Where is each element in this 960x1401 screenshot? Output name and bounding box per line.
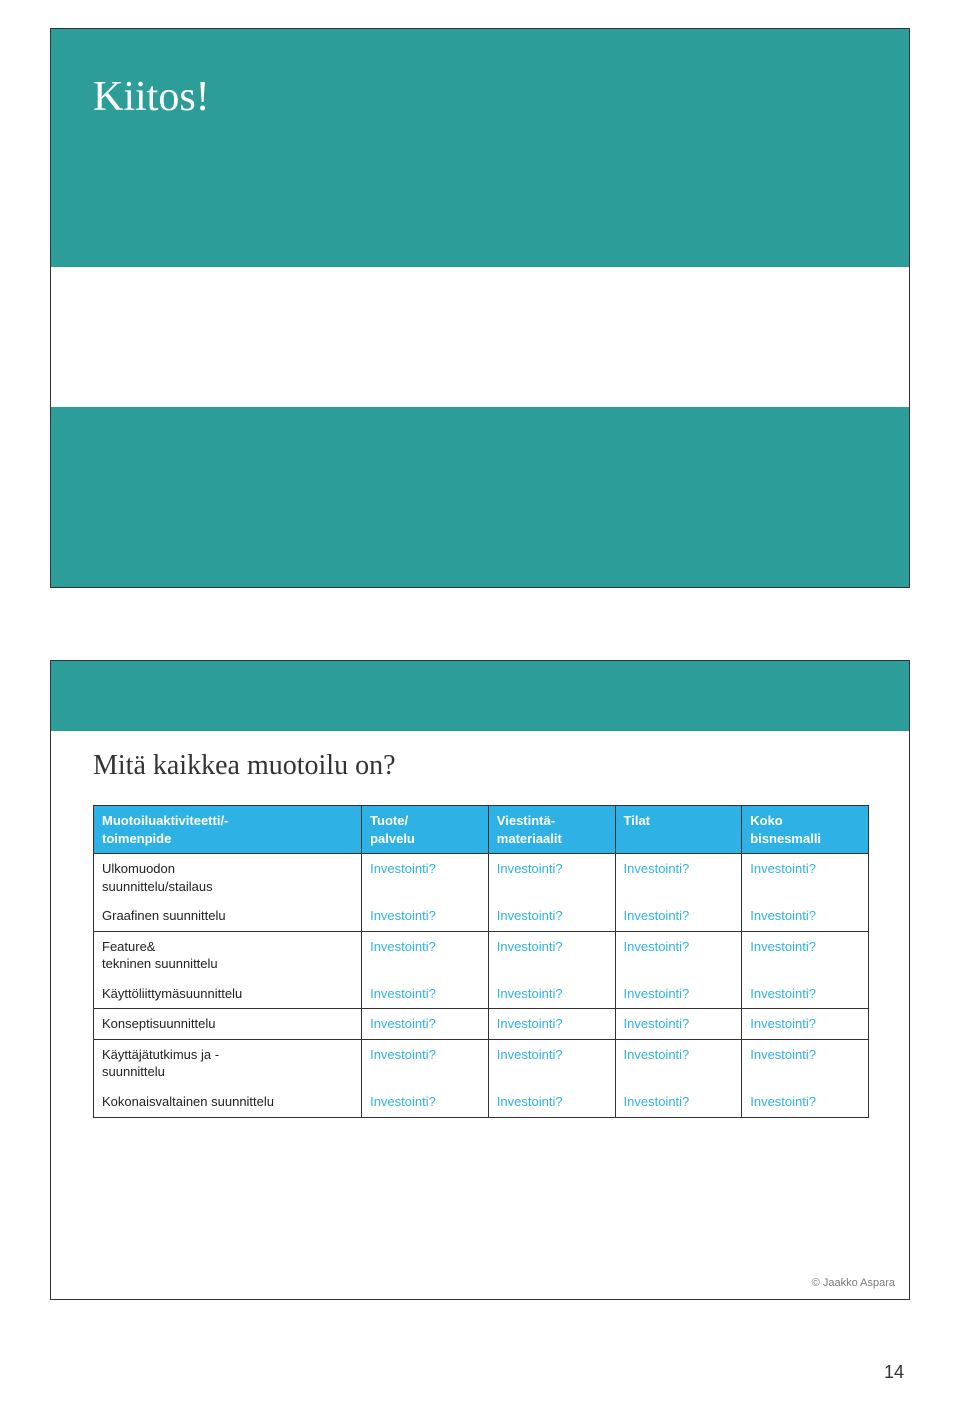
column-header: Viestintä-materiaalit — [488, 806, 615, 854]
white-band — [51, 267, 909, 407]
table-row: KäyttöliittymäsuunnitteluInvestointi?Inv… — [94, 979, 869, 1009]
investment-cell: Investointi? — [615, 901, 742, 931]
table-body: Ulkomuodonsuunnittelu/stailausInvestoint… — [94, 854, 869, 1117]
header-row: Muotoiluaktiviteetti/-toimenpideTuote/pa… — [94, 806, 869, 854]
slide-matrix: Mitä kaikkea muotoilu on? Muotoiluaktivi… — [50, 660, 910, 1300]
investment-cell: Investointi? — [742, 1009, 869, 1040]
table-row: Feature&tekninen suunnitteluInvestointi?… — [94, 931, 869, 979]
investment-cell: Investointi? — [742, 901, 869, 931]
row-label: Käyttäjätutkimus ja -suunnittelu — [94, 1039, 362, 1087]
investment-cell: Investointi? — [615, 979, 742, 1009]
investment-cell: Investointi? — [488, 1087, 615, 1117]
column-header: Tilat — [615, 806, 742, 854]
investment-cell: Investointi? — [742, 931, 869, 979]
investment-cell: Investointi? — [362, 931, 489, 979]
row-label: Konseptisuunnittelu — [94, 1009, 362, 1040]
investment-cell: Investointi? — [615, 1039, 742, 1087]
investment-cell: Investointi? — [615, 1009, 742, 1040]
table-wrap: Muotoiluaktiviteetti/-toimenpideTuote/pa… — [93, 805, 869, 1118]
slide-title: Kiitos! — [93, 73, 210, 121]
investment-cell: Investointi? — [362, 1039, 489, 1087]
table-row: KonseptisuunnitteluInvestointi?Investoin… — [94, 1009, 869, 1040]
slide-subtitle: Mitä kaikkea muotoilu on? — [93, 750, 396, 782]
investment-cell: Investointi? — [488, 979, 615, 1009]
table-row: Graafinen suunnitteluInvestointi?Investo… — [94, 901, 869, 931]
table-row: Ulkomuodonsuunnittelu/stailausInvestoint… — [94, 854, 869, 902]
column-header: Tuote/palvelu — [362, 806, 489, 854]
investment-cell: Investointi? — [742, 1087, 869, 1117]
design-investment-table: Muotoiluaktiviteetti/-toimenpideTuote/pa… — [93, 805, 869, 1118]
investment-cell: Investointi? — [742, 979, 869, 1009]
investment-cell: Investointi? — [615, 1087, 742, 1117]
investment-cell: Investointi? — [362, 901, 489, 931]
investment-cell: Investointi? — [488, 931, 615, 979]
row-label: Kokonaisvaltainen suunnittelu — [94, 1087, 362, 1117]
row-label: Ulkomuodonsuunnittelu/stailaus — [94, 854, 362, 902]
investment-cell: Investointi? — [362, 979, 489, 1009]
investment-cell: Investointi? — [362, 1009, 489, 1040]
column-header: Muotoiluaktiviteetti/-toimenpide — [94, 806, 362, 854]
investment-cell: Investointi? — [742, 854, 869, 902]
investment-cell: Investointi? — [362, 1087, 489, 1117]
page-number: 14 — [884, 1362, 904, 1383]
credit-line: © Jaakko Aspara — [812, 1277, 895, 1289]
investment-cell: Investointi? — [615, 854, 742, 902]
table-row: Käyttäjätutkimus ja -suunnitteluInvestoi… — [94, 1039, 869, 1087]
slide-thanks: Kiitos! — [50, 28, 910, 588]
row-label: Käyttöliittymäsuunnittelu — [94, 979, 362, 1009]
investment-cell: Investointi? — [488, 901, 615, 931]
investment-cell: Investointi? — [742, 1039, 869, 1087]
investment-cell: Investointi? — [488, 1039, 615, 1087]
row-label: Graafinen suunnittelu — [94, 901, 362, 931]
investment-cell: Investointi? — [488, 1009, 615, 1040]
investment-cell: Investointi? — [615, 931, 742, 979]
page: Kiitos! Mitä kaikkea muotoilu on? Muotoi… — [0, 0, 960, 1401]
investment-cell: Investointi? — [488, 854, 615, 902]
table-row: Kokonaisvaltainen suunnitteluInvestointi… — [94, 1087, 869, 1117]
teal-header-bar — [51, 661, 909, 731]
row-label: Feature&tekninen suunnittelu — [94, 931, 362, 979]
table-head: Muotoiluaktiviteetti/-toimenpideTuote/pa… — [94, 806, 869, 854]
column-header: Kokobisnesmalli — [742, 806, 869, 854]
investment-cell: Investointi? — [362, 854, 489, 902]
